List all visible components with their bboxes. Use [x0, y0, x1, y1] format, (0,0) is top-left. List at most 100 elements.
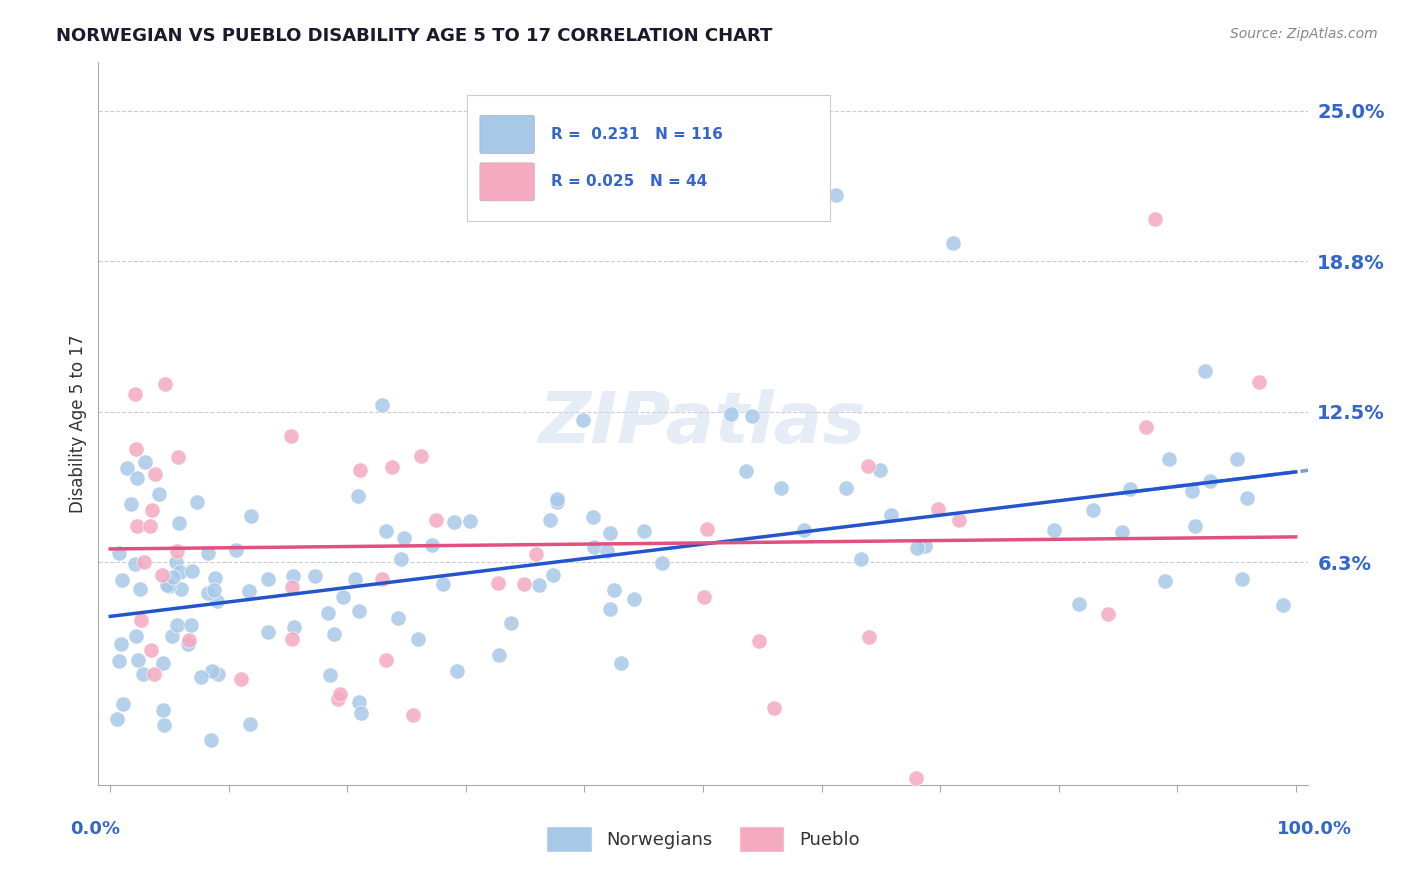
Point: [948, 513, 970, 527]
Point: [156, 577, 179, 591]
Text: 0.0%: 0.0%: [70, 820, 121, 838]
Point: [1083, 503, 1105, 517]
Text: NORWEGIAN VS PUEBLO DISABILITY AGE 5 TO 17 CORRELATION CHART: NORWEGIAN VS PUEBLO DISABILITY AGE 5 TO …: [56, 27, 773, 45]
Point: [132, 666, 155, 681]
Point: [280, 428, 302, 442]
Point: [108, 546, 131, 560]
Point: [328, 692, 350, 706]
Point: [651, 556, 673, 570]
Point: [169, 582, 191, 596]
Point: [257, 625, 280, 640]
Point: [942, 235, 965, 250]
Point: [1135, 420, 1157, 434]
Point: [169, 565, 191, 579]
Point: [1153, 574, 1175, 588]
Point: [1194, 364, 1216, 378]
Point: [458, 514, 481, 528]
Point: [880, 508, 903, 523]
Point: [599, 526, 621, 541]
Point: [153, 718, 176, 732]
Point: [595, 544, 617, 558]
Point: [108, 653, 131, 667]
Point: [349, 604, 371, 618]
Point: [129, 613, 152, 627]
Point: [443, 516, 465, 530]
Point: [387, 610, 409, 624]
Point: [1159, 452, 1181, 467]
Point: [239, 509, 262, 524]
Point: [143, 666, 166, 681]
Point: [125, 471, 148, 485]
Point: [350, 706, 373, 720]
Point: [538, 513, 561, 527]
Point: [319, 668, 342, 682]
Point: [281, 569, 304, 583]
Point: [120, 497, 142, 511]
Point: [1143, 211, 1166, 226]
Point: [1043, 523, 1066, 537]
Point: [486, 575, 509, 590]
Point: [316, 606, 339, 620]
Point: [165, 555, 187, 569]
Point: [124, 387, 146, 401]
Point: [582, 510, 605, 524]
Point: [283, 620, 305, 634]
Point: [141, 503, 163, 517]
Point: [239, 717, 262, 731]
Point: [143, 467, 166, 481]
Point: [389, 552, 412, 566]
Point: [190, 670, 212, 684]
Point: [166, 617, 188, 632]
Point: [197, 546, 219, 560]
Point: [856, 459, 879, 474]
Point: [741, 409, 763, 423]
Point: [858, 630, 880, 644]
Point: [349, 463, 371, 477]
Point: [280, 632, 302, 647]
Point: [904, 771, 927, 785]
Point: [409, 449, 432, 463]
Point: [127, 653, 149, 667]
Point: [1181, 484, 1204, 499]
Point: [152, 703, 174, 717]
Point: [905, 541, 928, 555]
Point: [180, 617, 202, 632]
Point: [762, 701, 785, 715]
Point: [1184, 519, 1206, 533]
Point: [204, 571, 226, 585]
Point: [157, 579, 180, 593]
Point: [488, 648, 510, 662]
Point: [524, 547, 547, 561]
Point: [851, 551, 873, 566]
Point: [304, 569, 326, 583]
Point: [582, 540, 605, 554]
Point: [105, 712, 128, 726]
Point: [204, 582, 226, 597]
Point: [770, 481, 793, 495]
Point: [402, 708, 425, 723]
Point: [186, 495, 208, 509]
Point: [572, 412, 595, 426]
Point: [148, 487, 170, 501]
Point: [693, 590, 716, 604]
Point: [1230, 572, 1253, 586]
Point: [375, 524, 398, 539]
Point: [127, 519, 149, 533]
Point: [322, 627, 344, 641]
Point: [177, 638, 200, 652]
Point: [124, 558, 146, 572]
Point: [1198, 474, 1220, 488]
Point: [155, 377, 177, 392]
Point: [347, 695, 370, 709]
Point: [869, 463, 891, 477]
Point: [425, 513, 447, 527]
Point: [1226, 452, 1249, 467]
Point: [150, 568, 173, 582]
Point: [375, 653, 398, 667]
Point: [422, 538, 444, 552]
Point: [207, 667, 229, 681]
Point: [343, 573, 366, 587]
Point: [225, 543, 247, 558]
Point: [371, 398, 394, 412]
Point: [432, 577, 454, 591]
